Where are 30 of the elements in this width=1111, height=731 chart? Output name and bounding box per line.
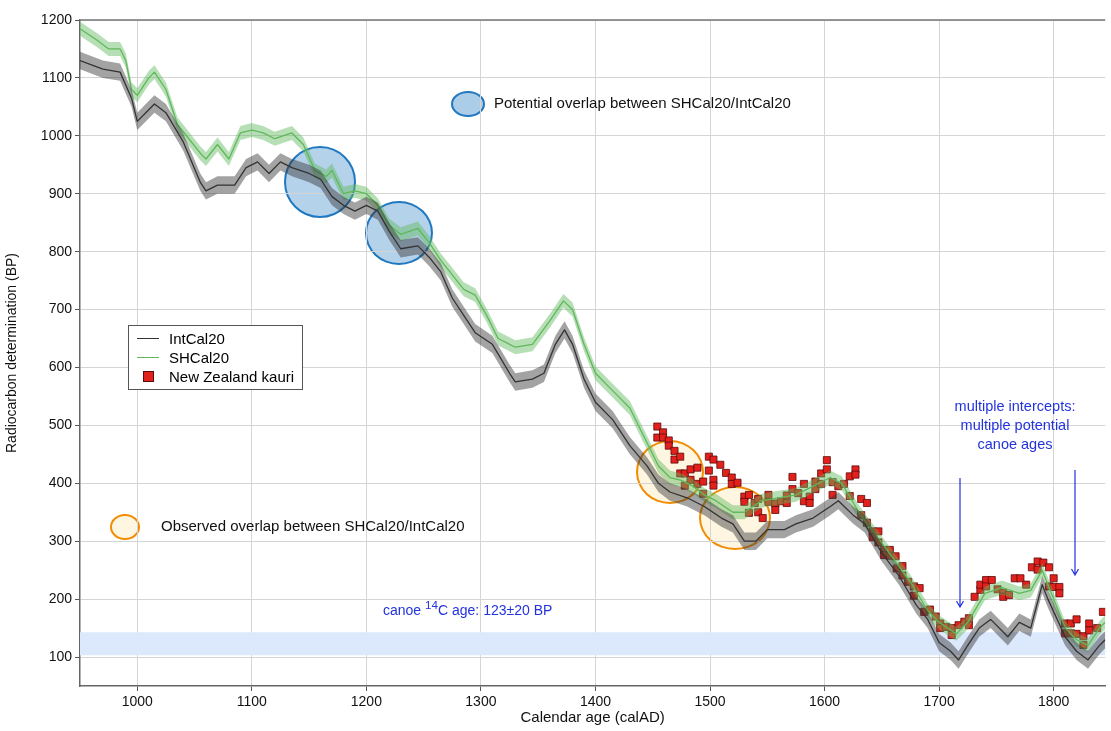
x-tick-label: 1700 — [923, 693, 955, 710]
legend-label: New Zealand kauri — [169, 368, 295, 385]
legend-label: SHCal20 — [169, 349, 230, 366]
y-tick-label: 1200 — [40, 10, 73, 27]
y-tick-label: 1100 — [41, 68, 73, 85]
y-tick-label: 300 — [48, 532, 73, 549]
x-tick-label: 1300 — [465, 693, 497, 710]
y-tick-label: 400 — [48, 474, 73, 491]
x-tick-label: 1200 — [350, 693, 383, 710]
y-tick-label: 600 — [48, 358, 73, 375]
annotation: multiple intercepts: multiple potential canoe ages — [953, 397, 1077, 454]
x-tick-label: 1000 — [121, 693, 154, 710]
y-tick-label: 800 — [48, 242, 73, 259]
x-tick-label: 1600 — [808, 693, 841, 710]
annotation: Potential overlap between SHCal20/IntCal20 — [494, 94, 791, 111]
x-tick-label: 1100 — [236, 693, 268, 710]
x-axis-title: Calendar age (calAD) — [520, 708, 665, 726]
legend-label: IntCal20 — [169, 330, 225, 347]
band-label: canoe $^{14}$C age: 123±20 BP — [383, 598, 553, 618]
x-tick-label: 1500 — [694, 693, 726, 710]
y-tick-label: 500 — [48, 416, 73, 433]
y-tick-label: 900 — [48, 184, 73, 201]
annotation: Observed overlap between SHCal20/IntCal20 — [161, 517, 465, 534]
y-tick-label: 200 — [48, 589, 73, 606]
y-tick-label: 1000 — [40, 126, 73, 143]
x-tick-label: 1800 — [1038, 693, 1070, 710]
y-axis-title: Radiocarbon determination (BP) — [3, 253, 20, 453]
x-tick-label: 1400 — [579, 693, 612, 710]
y-tick-label: 100 — [48, 647, 73, 664]
y-tick-label: 700 — [48, 300, 73, 317]
